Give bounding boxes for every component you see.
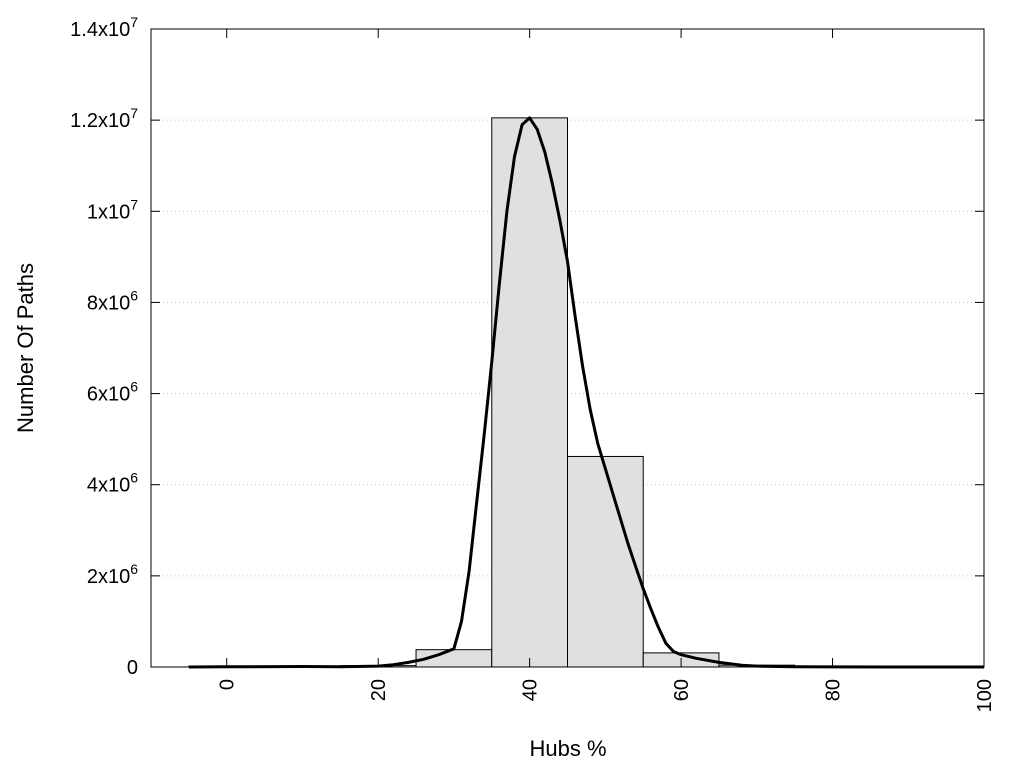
x-tick-label: 40 xyxy=(520,679,542,701)
y-tick-label: 4x106 xyxy=(87,470,138,497)
x-tick-label: 80 xyxy=(823,679,845,701)
x-tick-label: 0 xyxy=(217,679,239,690)
y-tick-label: 1.2x107 xyxy=(70,105,138,132)
y-tick-label: 6x106 xyxy=(87,379,138,406)
x-axis-label: Hubs % xyxy=(529,736,606,761)
y-tick-label: 1.4x107 xyxy=(70,14,138,41)
fit-curve xyxy=(188,116,984,669)
x-axis: 0 20 40 60 80 100 xyxy=(217,29,996,712)
plot-frame xyxy=(150,28,985,668)
x-tick-label: 100 xyxy=(974,679,996,712)
y-tick-label: 1x107 xyxy=(87,196,138,223)
y-tick-label: 2x106 xyxy=(87,561,138,588)
y-axis: 0 2x106 4x106 6x106 8x106 1x107 1.2x107 1.4x107 xyxy=(70,14,984,679)
x-tick-label: 60 xyxy=(671,679,693,701)
x-tick-label: 20 xyxy=(368,679,390,701)
y-tick-label: 0 xyxy=(127,657,138,679)
histogram-bar xyxy=(567,455,644,668)
y-axis-label: Number Of Paths xyxy=(13,263,38,433)
y-tick-label: 8x106 xyxy=(87,287,138,314)
